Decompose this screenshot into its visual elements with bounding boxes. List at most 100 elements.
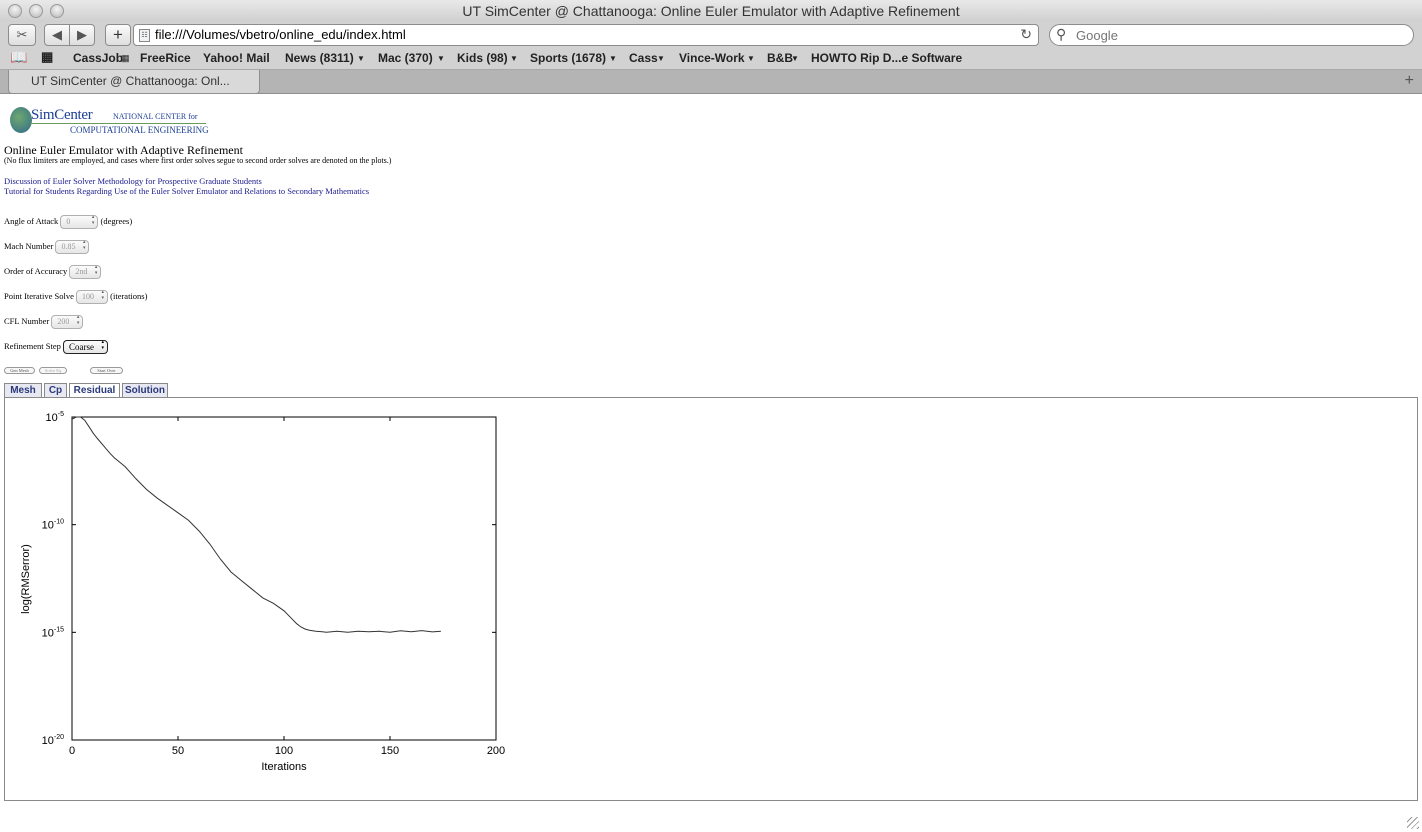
point-solve-row: Point Iterative Solve 100 (iterations)	[4, 290, 147, 304]
bookmark-clip-button[interactable]: ✂	[8, 24, 36, 46]
x-tick-label: 0	[69, 745, 75, 757]
bookmark-kids[interactable]: Kids (98)	[457, 51, 508, 65]
bookmark-sports[interactable]: Sports (1678)	[530, 51, 607, 65]
cfl-row: CFL Number 200	[4, 315, 84, 329]
address-bar[interactable]: ☷ file:///Volumes/vbetro/online_edu/inde…	[133, 24, 1039, 46]
bookmark-freerice[interactable]: FreeRice	[140, 51, 191, 65]
browser-tab-label: UT SimCenter @ Chattanooga: Onl...	[31, 74, 230, 88]
bookmarks-bar: 📖 ▦ CassJob ▦ FreeRice Yahoo! Mail News …	[0, 48, 1422, 70]
residual-series-line	[71, 416, 441, 633]
x-tick-label: 100	[275, 745, 293, 757]
cfl-label: CFL Number	[4, 315, 50, 326]
mach-row: Mach Number 0.85	[4, 240, 90, 254]
angle-select[interactable]: 0	[60, 215, 99, 229]
solve-eq-button[interactable]: Solve Eq	[39, 367, 67, 374]
bookmark-bb[interactable]: B&B	[767, 51, 793, 65]
bookmark-cassjob[interactable]: CassJob	[73, 51, 124, 65]
tab-cp[interactable]: Cp	[44, 383, 67, 398]
gen-mesh-button[interactable]: Gen Mesh	[4, 367, 35, 374]
y-tick-label: 10-5	[46, 411, 65, 424]
angle-label: Angle of Attack	[4, 215, 59, 226]
back-arrow-icon: ◀	[52, 27, 62, 42]
y-tick-label: 10-10	[42, 519, 64, 532]
tab-residual[interactable]: Residual	[69, 383, 120, 399]
top-sites-grid-icon[interactable]: ▦	[41, 49, 54, 64]
chevron-down-icon: ▼	[657, 54, 665, 63]
refinement-label: Refinement Step	[4, 340, 61, 351]
angle-unit: (degrees)	[100, 215, 133, 226]
minimize-window-icon[interactable]	[29, 4, 43, 18]
browser-tab-active[interactable]: UT SimCenter @ Chattanooga: Onl...	[8, 70, 260, 94]
search-input[interactable]	[1076, 27, 1396, 43]
plus-icon: +	[113, 25, 123, 44]
plot-panel: 0 50 100 150 200 10-5 10-10 10-15 10-20 Iterati…	[4, 397, 1418, 801]
scissors-icon: ✂	[16, 27, 28, 42]
browser-tab-strip: UT SimCenter @ Chattanooga: Onl... +	[0, 70, 1422, 94]
bookmark-vince-work[interactable]: Vince-Work	[679, 51, 745, 65]
order-label: Order of Accuracy	[4, 265, 68, 276]
chevron-down-icon: ▼	[437, 54, 445, 63]
point-solve-label: Point Iterative Solve	[4, 290, 74, 301]
bookmark-news[interactable]: News (8311)	[285, 51, 354, 65]
page-favicon-icon: ☷	[139, 29, 150, 42]
order-select[interactable]: 2nd	[69, 265, 102, 279]
globe-icon	[10, 107, 32, 133]
folder-icon: ▦	[121, 53, 130, 63]
y-tick-label: 10-15	[42, 626, 64, 639]
window-resize-grip-icon[interactable]	[1407, 817, 1419, 829]
methodology-link[interactable]: Discussion of Euler Solver Methodology f…	[4, 176, 262, 186]
close-window-icon[interactable]	[8, 4, 22, 18]
logo-rule	[30, 123, 206, 124]
y-tick-label: 10-20	[42, 734, 64, 747]
address-url[interactable]: file:///Volumes/vbetro/online_edu/index.…	[155, 27, 406, 42]
mach-select[interactable]: 0.85	[55, 240, 90, 254]
x-tick-label: 200	[487, 745, 505, 757]
back-button[interactable]: ◀	[44, 24, 70, 46]
reading-list-icon[interactable]: 📖	[10, 49, 28, 65]
x-tick-label: 150	[381, 745, 399, 757]
bookmark-mac[interactable]: Mac (370)	[378, 51, 433, 65]
bookmark-howto[interactable]: HOWTO Rip D...e Software	[811, 51, 963, 65]
chevron-down-icon: ▼	[791, 54, 799, 63]
bookmark-cass[interactable]: Cass	[629, 51, 658, 65]
search-box[interactable]: ⚲	[1049, 24, 1414, 46]
start-over-button[interactable]: Start Over	[90, 367, 123, 374]
y-axis-label: log(RMSerror)	[20, 544, 32, 614]
chevron-down-icon: ▼	[609, 54, 617, 63]
bookmark-yahoo-mail[interactable]: Yahoo! Mail	[203, 51, 270, 65]
residual-chart: 0 50 100 150 200 10-5 10-10 10-15 10-20 Iterati…	[20, 411, 505, 773]
logo-national-text: NATIONAL CENTER for	[113, 112, 198, 121]
refinement-row: Refinement Step Coarse	[4, 340, 109, 354]
page-content: SimCenter NATIONAL CENTER for COMPUTATIO…	[0, 95, 1422, 832]
reload-icon[interactable]: ↻	[1020, 26, 1032, 42]
window-title: UT SimCenter @ Chattanooga: Online Euler…	[462, 3, 960, 19]
plot-area-frame	[71, 416, 497, 741]
order-row: Order of Accuracy 2nd	[4, 265, 102, 279]
page-note: (No flux limiters are employed, and case…	[4, 156, 392, 165]
zoom-window-icon[interactable]	[50, 4, 64, 18]
point-solve-select[interactable]: 100	[76, 290, 109, 304]
point-solve-unit: (iterations)	[110, 290, 148, 301]
simcenter-logo: SimCenter NATIONAL CENTER for COMPUTATIO…	[10, 105, 210, 137]
angle-row: Angle of Attack 0 (degrees)	[4, 215, 132, 229]
chevron-down-icon: ▼	[357, 54, 365, 63]
new-tab-icon[interactable]: +	[1404, 72, 1414, 89]
page-title: Online Euler Emulator with Adaptive Refi…	[4, 143, 243, 157]
chevron-down-icon: ▼	[510, 54, 518, 63]
cfl-select[interactable]: 200	[51, 315, 84, 329]
refinement-select[interactable]: Coarse	[63, 340, 109, 354]
chevron-down-icon: ▼	[747, 54, 755, 63]
window-titlebar: UT SimCenter @ Chattanooga: Online Euler…	[0, 0, 1422, 22]
x-axis-label: Iterations	[261, 761, 307, 773]
logo-simcenter-text: SimCenter	[31, 107, 93, 123]
forward-button[interactable]: ▶	[69, 24, 95, 46]
mach-label: Mach Number	[4, 240, 54, 251]
tab-solution[interactable]: Solution	[122, 383, 168, 398]
tutorial-link[interactable]: Tutorial for Students Regarding Use of t…	[4, 186, 370, 196]
tab-mesh[interactable]: Mesh	[4, 383, 42, 398]
search-icon: ⚲	[1056, 26, 1067, 42]
browser-toolbar: ✂ ◀ ▶ + ☷ file:///Volumes/vbetro/online_…	[0, 22, 1422, 48]
add-bookmark-button[interactable]: +	[105, 24, 131, 46]
logo-comp-text: COMPUTATIONAL ENGINEERING	[70, 125, 209, 135]
x-tick-label: 50	[172, 745, 184, 757]
